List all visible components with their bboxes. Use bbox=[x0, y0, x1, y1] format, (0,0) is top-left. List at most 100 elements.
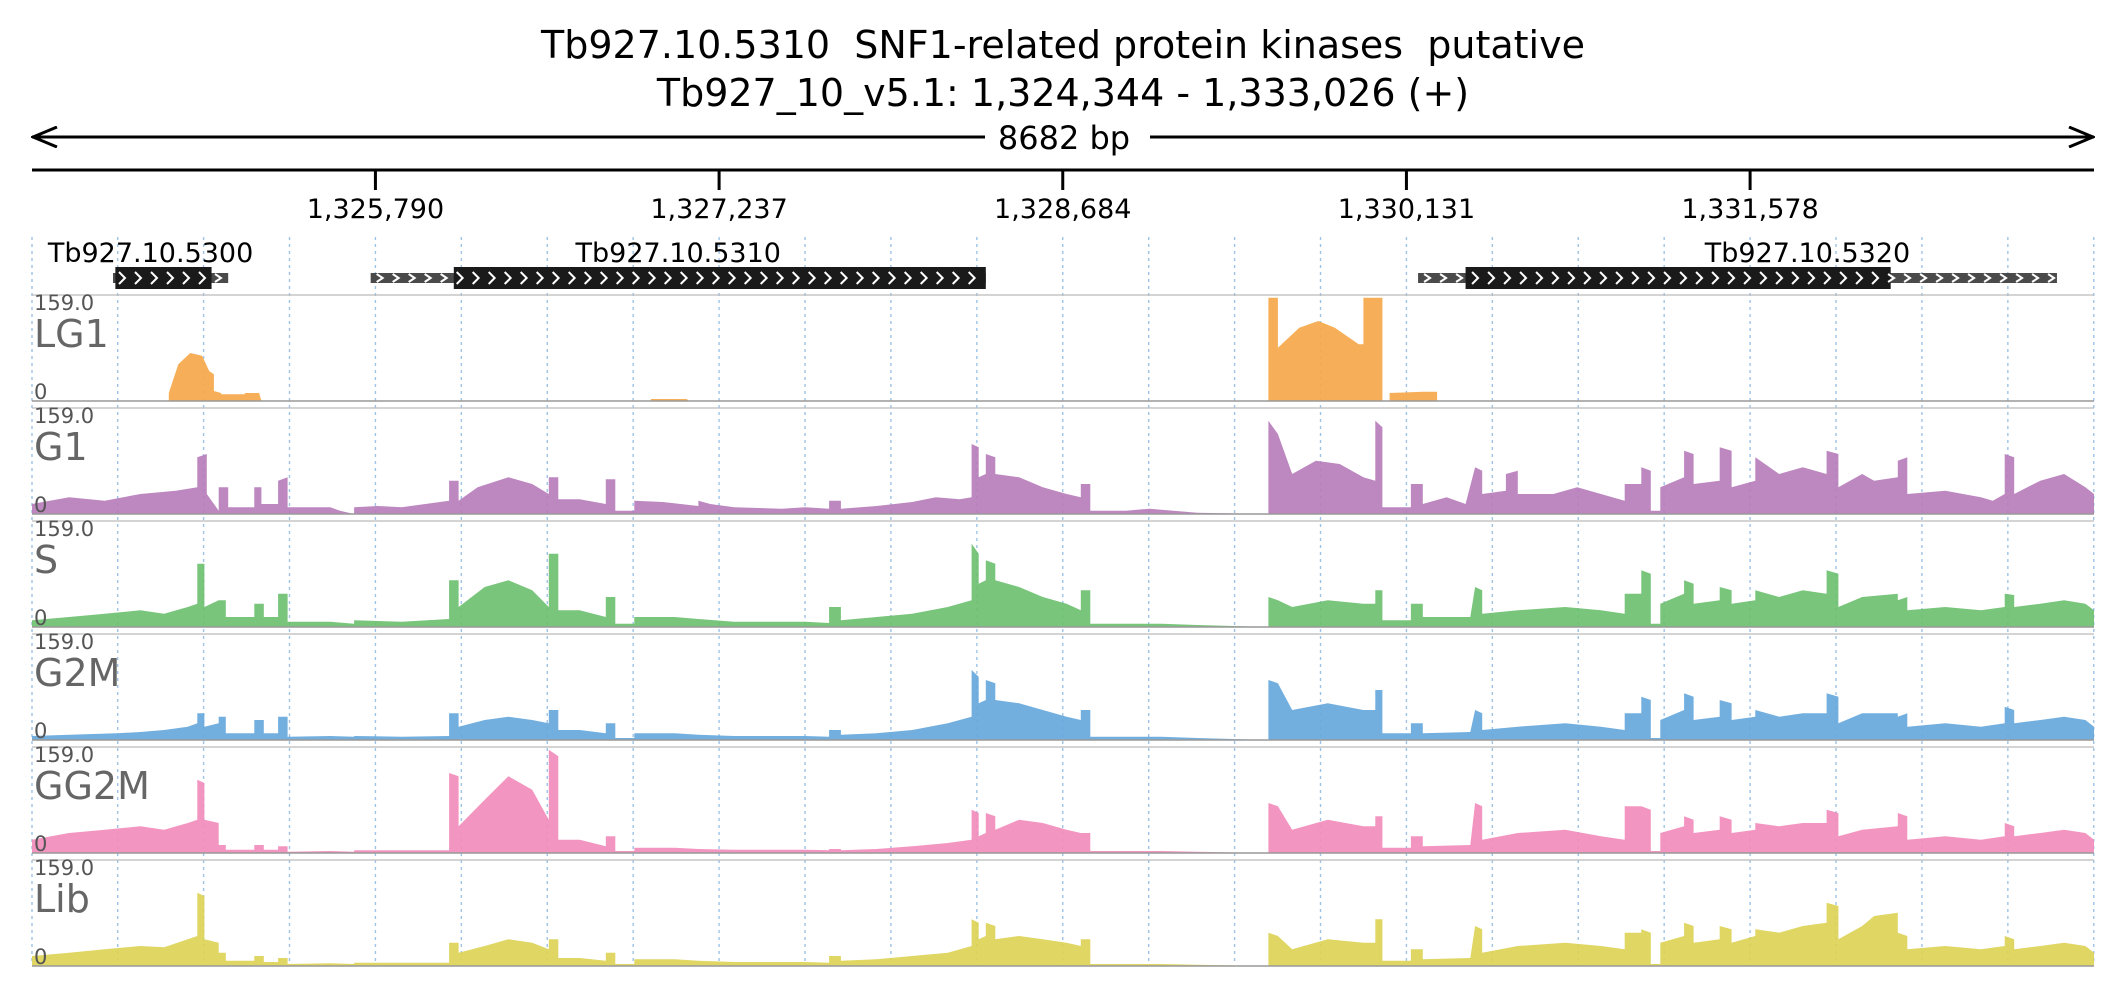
strand-arrow bbox=[823, 271, 833, 285]
strand-arrow bbox=[471, 271, 481, 285]
strand-arrow bbox=[663, 271, 673, 285]
y-max-label: 159.0 bbox=[34, 291, 94, 315]
strand-arrow bbox=[198, 271, 207, 285]
track-G2M: 159.0 0 G2M bbox=[32, 630, 2094, 743]
strand-arrow bbox=[1983, 273, 1992, 283]
strand-arrow bbox=[1599, 271, 1608, 285]
track-Lib: 159.0 0 Lib bbox=[32, 856, 2094, 969]
strand-arrow bbox=[647, 271, 657, 285]
ruler-ticks: 1,325,790 1,327,237 1,328,684 1,330,131 1,33… bbox=[307, 170, 1819, 225]
strand-arrow bbox=[1551, 271, 1560, 285]
strand-arrow bbox=[1999, 273, 2008, 283]
track-name: S bbox=[34, 538, 58, 582]
strand-arrow bbox=[392, 273, 401, 283]
coverage-area bbox=[32, 670, 2094, 740]
ruler-tick-label: 1,325,790 bbox=[307, 194, 444, 225]
strand-arrow bbox=[1503, 271, 1512, 285]
strand-arrow bbox=[134, 271, 143, 285]
strand-arrow bbox=[1871, 271, 1880, 285]
strand-arrow bbox=[1903, 273, 1912, 283]
strand-arrow bbox=[182, 271, 191, 285]
strand-arrow bbox=[1519, 271, 1528, 285]
strand-arrow bbox=[2015, 273, 2024, 283]
y-max-label: 159.0 bbox=[34, 404, 94, 428]
strand-arrow bbox=[519, 271, 529, 285]
gene-Tb927.10.5320: Tb927.10.5320 bbox=[1418, 238, 2057, 289]
track-name: G2M bbox=[34, 651, 120, 695]
strand-arrow bbox=[807, 271, 817, 285]
strand-arrow bbox=[487, 271, 497, 285]
strand-arrow bbox=[1887, 273, 1896, 283]
strand-arrow bbox=[967, 271, 977, 285]
strand-arrow bbox=[903, 271, 913, 285]
strand-arrow bbox=[1807, 271, 1816, 285]
strand-arrow bbox=[118, 271, 127, 285]
track-name: Lib bbox=[34, 877, 90, 921]
strand-arrow bbox=[551, 271, 561, 285]
gene-Tb927.10.5310: Tb927.10.5310 bbox=[370, 238, 986, 289]
strand-arrow bbox=[1743, 271, 1752, 285]
track-name: G1 bbox=[34, 425, 88, 469]
y-min-label: 0 bbox=[34, 945, 47, 969]
track-LG1: 159.0 0 LG1 bbox=[32, 291, 2094, 404]
strand-arrow bbox=[535, 271, 545, 285]
track-S: 159.0 0 S bbox=[32, 517, 2094, 630]
y-min-label: 0 bbox=[34, 719, 47, 743]
strand-arrow bbox=[1615, 271, 1624, 285]
strand-arrow bbox=[1759, 271, 1768, 285]
strand-arrow bbox=[408, 273, 417, 283]
y-min-label: 0 bbox=[34, 493, 47, 517]
gene-track: Tb927.10.5300 Tb927.10.5310 Tb927.10.5320 bbox=[47, 238, 2057, 289]
ruler-tick-label: 1,327,237 bbox=[650, 194, 787, 225]
strand-arrow bbox=[1535, 271, 1544, 285]
span-label: 8682 bp bbox=[998, 119, 1130, 157]
gene-cds bbox=[1465, 267, 1891, 289]
y-max-label: 159.0 bbox=[34, 517, 94, 541]
strand-arrow bbox=[775, 271, 785, 285]
strand-arrow bbox=[759, 271, 769, 285]
strand-arrow bbox=[1839, 271, 1848, 285]
strand-arrow bbox=[166, 271, 175, 285]
ruler-tick-label: 1,328,684 bbox=[994, 194, 1131, 225]
strand-arrow bbox=[935, 271, 945, 285]
y-max-label: 159.0 bbox=[34, 856, 94, 880]
strand-arrow bbox=[1647, 271, 1656, 285]
gene-label: Tb927.10.5300 bbox=[47, 238, 253, 269]
strand-arrow bbox=[1791, 271, 1800, 285]
strand-arrow bbox=[1775, 271, 1784, 285]
strand-arrow bbox=[1487, 271, 1496, 285]
coverage-area bbox=[32, 892, 2094, 966]
strand-arrow bbox=[743, 271, 753, 285]
y-min-label: 0 bbox=[34, 832, 47, 856]
strand-arrow bbox=[679, 271, 689, 285]
strand-arrow bbox=[583, 271, 593, 285]
track-name: GG2M bbox=[34, 764, 150, 808]
y-min-label: 0 bbox=[34, 380, 47, 404]
strand-arrow bbox=[150, 271, 159, 285]
strand-arrow bbox=[214, 273, 223, 283]
strand-arrow bbox=[711, 271, 721, 285]
strand-arrow bbox=[631, 271, 641, 285]
strand-arrow bbox=[440, 273, 449, 283]
strand-arrow bbox=[1727, 271, 1736, 285]
gene-title: Tb927.10.5310 SNF1-related protein kinas… bbox=[541, 23, 1585, 67]
strand-arrow bbox=[599, 271, 609, 285]
strand-arrow bbox=[1679, 271, 1688, 285]
coverage-tracks: 159.00LG1159.00G1159.00S159.00G2M159.00G… bbox=[32, 291, 2094, 969]
coverage-area bbox=[32, 420, 2094, 514]
coverage-area bbox=[32, 749, 2094, 853]
strand-arrow bbox=[1823, 271, 1832, 285]
strand-arrow bbox=[695, 271, 705, 285]
strand-arrow bbox=[455, 271, 465, 285]
strand-arrow bbox=[424, 273, 433, 283]
strand-arrow bbox=[1711, 271, 1720, 285]
strand-arrow bbox=[1583, 271, 1592, 285]
strand-arrow bbox=[887, 271, 897, 285]
strand-arrow bbox=[376, 273, 385, 283]
strand-arrow bbox=[1695, 271, 1704, 285]
strand-arrow bbox=[1855, 271, 1864, 285]
ruler-tick-label: 1,330,131 bbox=[1338, 194, 1475, 225]
gene-label: Tb927.10.5320 bbox=[1704, 238, 1910, 269]
